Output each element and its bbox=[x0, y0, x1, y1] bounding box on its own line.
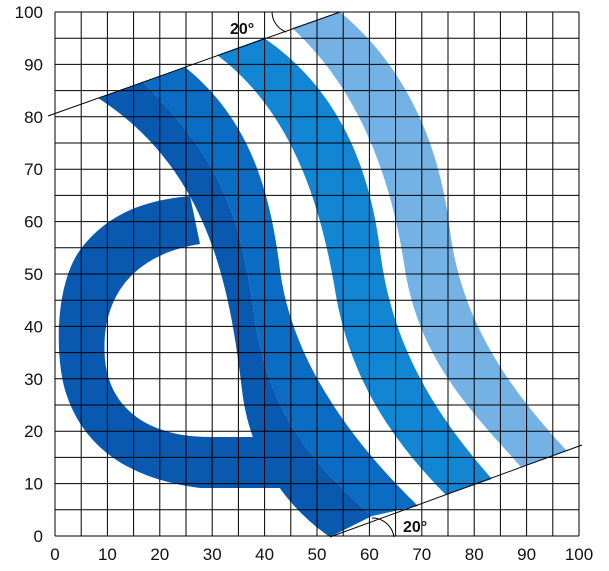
y-tick-label: 60 bbox=[24, 213, 43, 232]
band-2 bbox=[143, 67, 418, 516]
bottom-angle-label: 20° bbox=[403, 519, 427, 536]
band-4 bbox=[292, 12, 567, 467]
grid bbox=[54, 11, 580, 537]
x-tick-label: 50 bbox=[308, 545, 327, 564]
y-tick-label: 70 bbox=[24, 160, 43, 179]
x-tick-label: 70 bbox=[412, 545, 431, 564]
y-tick-label: 80 bbox=[24, 108, 43, 127]
y-tick-label: 100 bbox=[15, 3, 43, 22]
logo-shape bbox=[58, 12, 567, 537]
y-tick-label: 10 bbox=[24, 475, 43, 494]
y-tick-label: 20 bbox=[24, 422, 43, 441]
y-tick-label: 40 bbox=[24, 317, 43, 336]
bottom-angle-arc bbox=[371, 517, 395, 538]
x-axis-ticks: 0 10 20 30 40 50 60 70 80 90 100 bbox=[50, 545, 593, 564]
letter-a-bowl bbox=[58, 196, 312, 488]
x-tick-label: 90 bbox=[517, 545, 536, 564]
top-angle-label: 20° bbox=[230, 21, 254, 38]
band-1 bbox=[98, 82, 372, 537]
x-tick-label: 100 bbox=[565, 545, 593, 564]
bottom-guide-line bbox=[329, 444, 583, 538]
y-tick-label: 30 bbox=[24, 370, 43, 389]
x-tick-label: 10 bbox=[98, 545, 117, 564]
x-tick-label: 20 bbox=[150, 545, 169, 564]
top-guide-line bbox=[47, 11, 341, 117]
x-tick-label: 30 bbox=[203, 545, 222, 564]
top-angle-arc bbox=[271, 11, 287, 33]
y-tick-label: 50 bbox=[24, 265, 43, 284]
band-3 bbox=[217, 38, 492, 495]
x-tick-label: 80 bbox=[465, 545, 484, 564]
y-tick-label: 90 bbox=[24, 55, 43, 74]
x-tick-label: 0 bbox=[50, 545, 59, 564]
y-axis-ticks: 0 10 20 30 40 50 60 70 80 90 100 bbox=[15, 3, 43, 546]
x-tick-label: 60 bbox=[360, 545, 379, 564]
guide-lines: 20° 20° bbox=[47, 11, 583, 538]
x-tick-label: 40 bbox=[255, 545, 274, 564]
y-tick-label: 0 bbox=[34, 527, 43, 546]
